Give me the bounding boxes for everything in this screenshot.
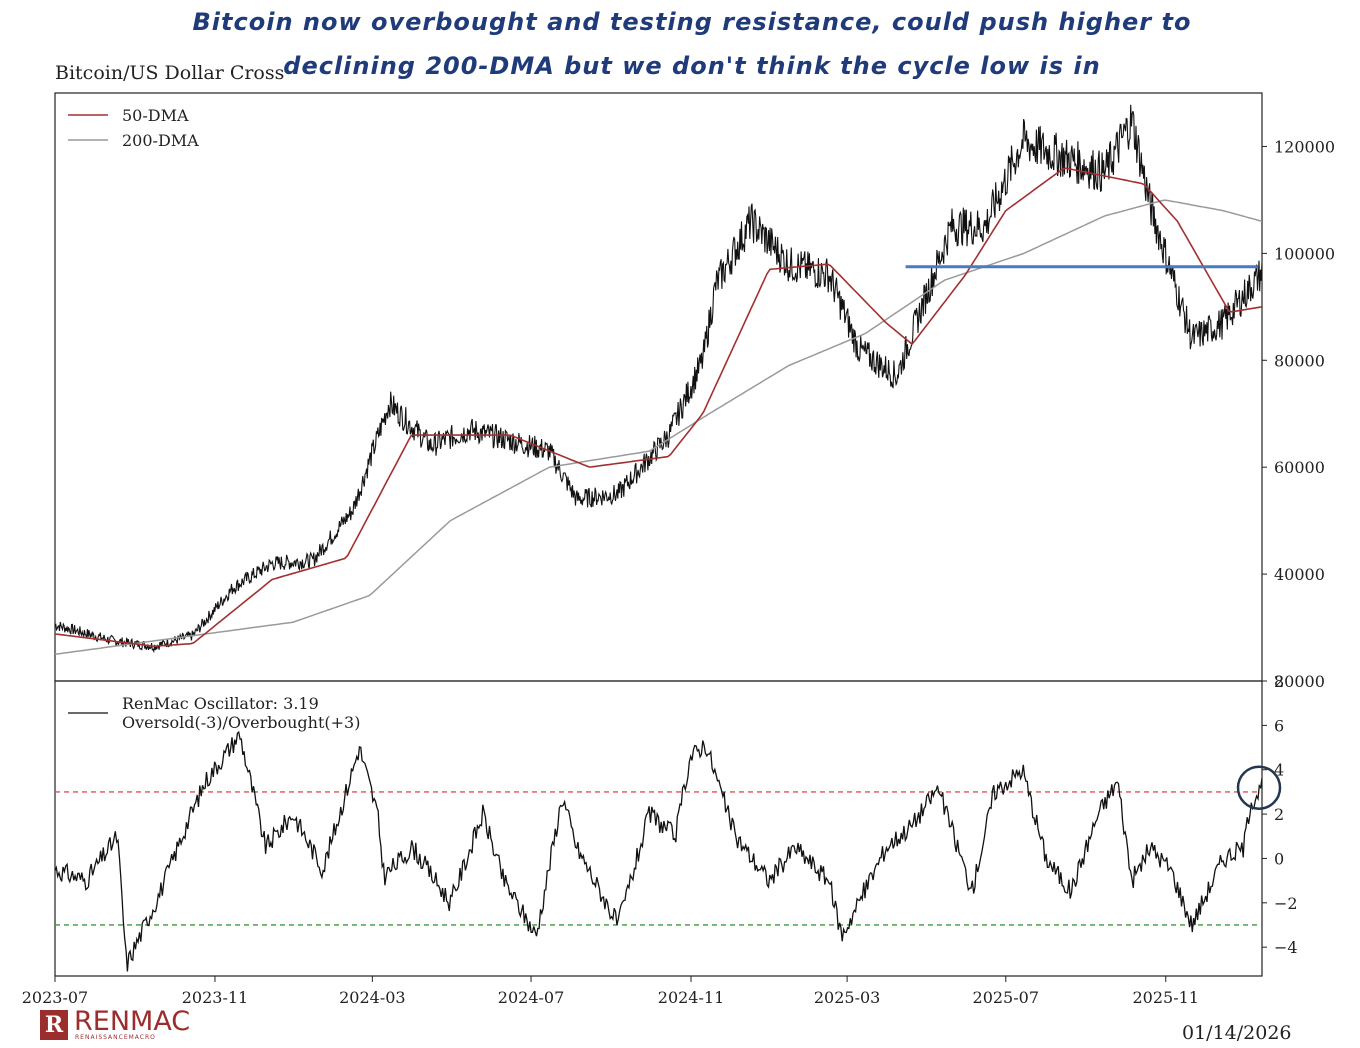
x-axis: 2023-07 2023-11 2024-03 2024-07 2024-11 2025-…: [22, 976, 1199, 1007]
logo-wordmark: RENMAC: [74, 1006, 191, 1037]
price-y-tick-label: 40000: [1274, 565, 1325, 584]
date-stamp: 01/14/2026: [1182, 1022, 1292, 1044]
x-tick-label: 2023-07: [22, 988, 88, 1007]
oscillator-y-tick-label: 0: [1274, 849, 1284, 868]
annotation-line-2: declining 200-DMA but we don't think the…: [283, 52, 1101, 80]
legend-dma200-label: 200-DMA: [122, 131, 199, 150]
highlight-circle: [1236, 765, 1282, 810]
x-tick-label: 2024-03: [339, 988, 405, 1007]
oscillator-y-tick-label: 4: [1274, 761, 1284, 780]
x-tick-label: 2025-03: [814, 988, 880, 1007]
oscillator-y-tick-label: −2: [1274, 894, 1298, 913]
oscillator-y-tick-label: 6: [1274, 716, 1284, 735]
x-tick-label: 2024-07: [498, 988, 564, 1007]
dma200-line: [55, 199, 1262, 656]
price-y-tick-label: 120000: [1274, 137, 1335, 156]
x-tick-label: 2025-11: [1133, 988, 1199, 1007]
logo-subtitle: RENAISSANCEMACRO: [75, 1034, 156, 1041]
price-panel-frame: [54, 92, 1263, 682]
oscillator-panel-frame: [54, 680, 1263, 977]
dma50-line: [55, 167, 1262, 648]
oscillator-panel: −4 −2 0 2 4 6 8 RenMac Oscillator: 3.19Oversold…: [54, 672, 1298, 977]
price-y-tick-label: 60000: [1274, 458, 1325, 477]
x-tick-label: 2025-07: [973, 988, 1039, 1007]
annotation-line-1: Bitcoin now overbought and testing resis…: [192, 8, 1192, 36]
price-y-tick-label: 80000: [1274, 351, 1325, 370]
x-tick-label: 2024-11: [658, 988, 724, 1007]
oscillator-line: [55, 730, 1262, 972]
oscillator-y-tick-label: 2: [1274, 805, 1284, 824]
legend-dma50-label: 50-DMA: [122, 106, 189, 125]
price-y-tick-label: 20000: [1274, 672, 1325, 691]
oscillator-y-tick-label: 8: [1274, 672, 1284, 691]
x-tick-label: 2023-11: [182, 988, 248, 1007]
price-line: [55, 104, 1262, 654]
chart-title: Bitcoin/US Dollar Cross: [55, 62, 285, 84]
renmac-logo: R RENMAC RENAISSANCEMACRO: [40, 1006, 200, 1044]
legend-oscillator-label: RenMac Oscillator: 3.19: [122, 694, 319, 713]
price-y-tick-label: 100000: [1274, 244, 1335, 263]
oscillator-y-tick-label: −4: [1274, 938, 1298, 957]
legend-thresholds-label: Oversold(-3)/Overbought(+3): [122, 713, 360, 732]
price-panel: 20000 40000 60000 80000 100000 120000 50-DMA 20…: [54, 92, 1335, 691]
logo-mark: R: [40, 1010, 68, 1040]
